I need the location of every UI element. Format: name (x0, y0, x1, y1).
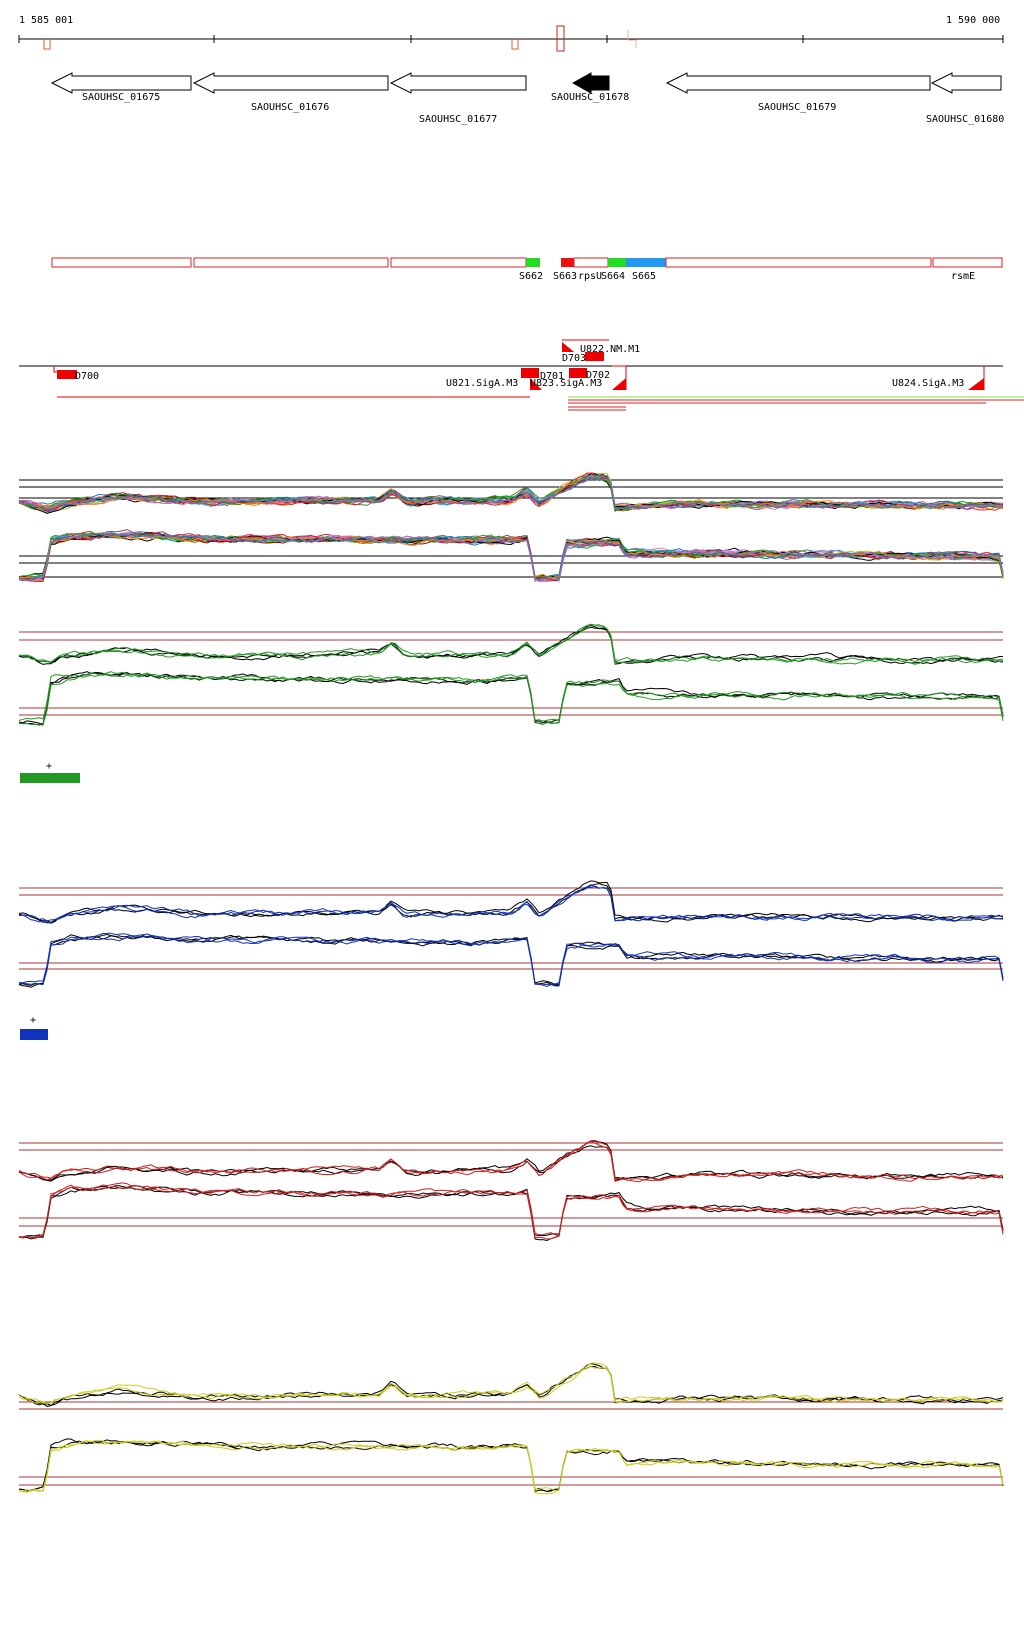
feature-label: U824.SigA.M3 (892, 378, 964, 389)
segment-label: S662 (519, 271, 543, 282)
series-line (18, 672, 1004, 726)
feature-track: D700 D701 D702 D703 U821.SigA.M3 U822.NM… (19, 339, 1024, 411)
series-line (18, 1145, 1004, 1181)
gene-label: SAOUHSC_01680 (926, 114, 1004, 125)
segment-label: S665 (632, 271, 656, 282)
expression-track-all (18, 471, 1004, 583)
feature-label: D701 (540, 371, 564, 382)
series-line (18, 933, 1004, 988)
segment-label: S664 (601, 271, 625, 282)
series-line (18, 1185, 1004, 1242)
feature-label: U822.NM.M1 (580, 344, 640, 355)
legend-green: + (20, 761, 80, 783)
feature-label: U823.SigA.M3 (530, 378, 602, 389)
legend-swatch (20, 773, 80, 783)
segment[interactable] (193, 257, 389, 268)
series-line (18, 884, 1004, 924)
segment-label: S663 (553, 271, 577, 282)
segment[interactable] (51, 257, 192, 268)
segment[interactable] (932, 257, 1003, 268)
segment[interactable] (390, 257, 527, 268)
gene-label: SAOUHSC_01679 (758, 102, 836, 113)
series-line (18, 1185, 1004, 1240)
ruler-marker-mid (511, 38, 519, 50)
ruler-end-label: 1 590 000 (946, 15, 1000, 26)
series-line (18, 932, 1004, 987)
gene-arrow[interactable]: SAOUHSC_01677 (389, 72, 527, 125)
feature-label: D700 (75, 371, 99, 382)
feature-flag[interactable] (562, 342, 574, 352)
series-line (18, 882, 1004, 923)
gene-arrow[interactable]: SAOUHSC_01676 (192, 72, 389, 113)
gene-label: SAOUHSC_01677 (419, 114, 497, 125)
series-line (18, 533, 1004, 583)
gene-label: SAOUHSC_01676 (251, 102, 329, 113)
gene-track: SAOUHSC_01675 SAOUHSC_01676 SAOUHSC_0167… (50, 72, 1004, 125)
series-line (18, 880, 1004, 924)
expression-track-blue (18, 880, 1004, 988)
series-line (18, 1140, 1004, 1183)
feature-d701[interactable] (521, 368, 539, 378)
feature-tick (612, 365, 627, 390)
gene-label: SAOUHSC_01678 (551, 92, 629, 103)
series-line (18, 623, 1004, 665)
series-line (18, 474, 1004, 510)
ruler-marker-left (43, 38, 51, 50)
feature-d703[interactable] (585, 352, 604, 361)
ruler-marker-right (627, 30, 637, 48)
series-line (18, 935, 1004, 986)
segment[interactable] (561, 258, 574, 267)
feature-flag[interactable] (530, 378, 542, 390)
feature-tick (53, 366, 59, 373)
segment-track: S662 S663 rpsU S664 S665 rsmE (51, 257, 1003, 282)
segment-label: rsmE (951, 271, 975, 282)
segment[interactable] (665, 257, 932, 268)
ruler: 1 585 001 1 590 000 (18, 15, 1004, 52)
gene-arrow[interactable]: SAOUHSC_01679 (665, 72, 931, 113)
legend-blue: + (20, 1015, 48, 1040)
series-line (18, 623, 1004, 664)
gene-arrow[interactable]: SAOUHSC_01678 (551, 72, 629, 103)
feature-d700[interactable] (57, 370, 77, 379)
expression-track-yellow (18, 1362, 1004, 1495)
feature-label: D702 (586, 370, 610, 381)
legend-swatch (20, 1029, 48, 1040)
gene-label: SAOUHSC_01675 (82, 92, 160, 103)
expression-track-green (18, 623, 1004, 726)
expression-track-red (18, 1140, 1004, 1242)
feature-label: D703 (562, 353, 586, 364)
series-line (18, 671, 1004, 722)
feature-flag[interactable] (968, 378, 984, 390)
series-line (18, 1439, 1004, 1495)
feature-label: U821.SigA.M3 (446, 378, 518, 389)
ruler-ticks (18, 35, 1004, 43)
series-line (18, 1439, 1004, 1492)
segment[interactable] (608, 258, 626, 267)
series-line (18, 1140, 1004, 1182)
segment-label: rpsU (578, 271, 602, 282)
legend-label: + (46, 761, 52, 772)
ruler-marker-box (556, 25, 565, 52)
segment[interactable] (526, 258, 540, 267)
segment[interactable] (573, 257, 609, 268)
feature-d702[interactable] (569, 368, 587, 378)
series-line (18, 671, 1004, 726)
legend-label: + (30, 1015, 36, 1026)
gene-arrow[interactable]: SAOUHSC_01680 (926, 72, 1004, 125)
segment[interactable] (626, 258, 666, 267)
feature-flag[interactable] (612, 378, 626, 390)
series-line (18, 1362, 1004, 1404)
series-line (18, 885, 1004, 922)
series-line (18, 1440, 1004, 1493)
gene-arrow[interactable]: SAOUHSC_01675 (50, 72, 192, 103)
series-line (18, 474, 1004, 510)
series-line (18, 532, 1004, 582)
series-line (18, 1185, 1004, 1239)
ruler-start-label: 1 585 001 (19, 15, 73, 26)
